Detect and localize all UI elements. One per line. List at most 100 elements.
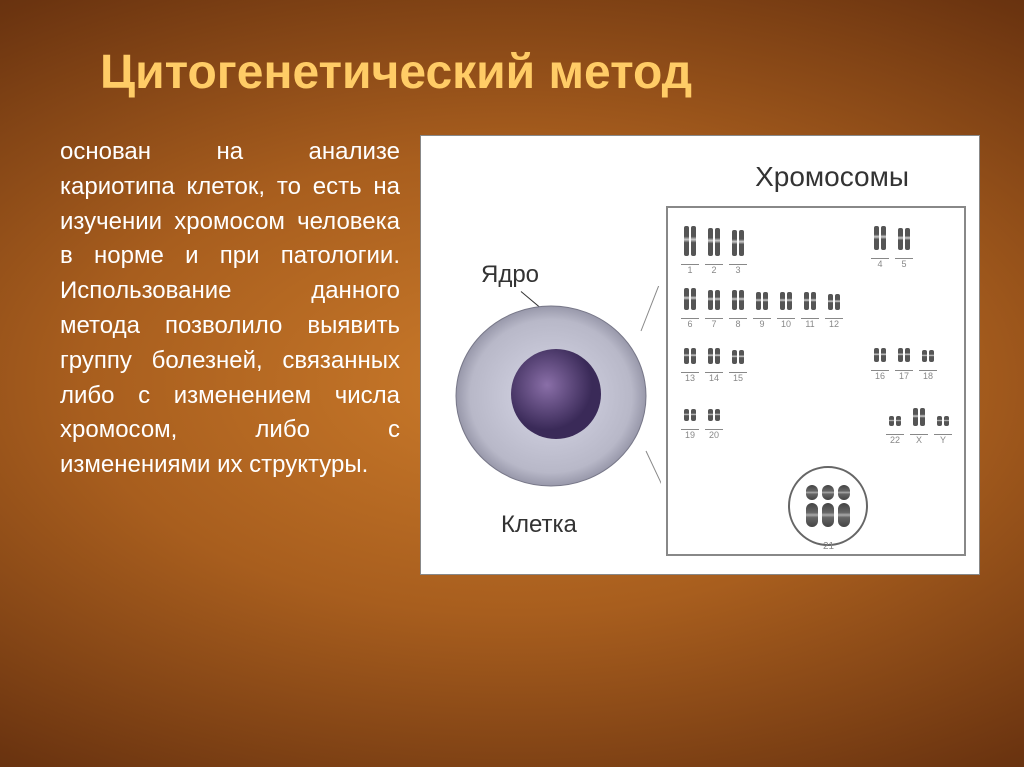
karyotype-grid: 123456789101112131415161718192022XY21 (666, 206, 966, 556)
chromosome-number: Y (934, 434, 952, 445)
chromosome-number: 7 (705, 318, 723, 329)
karyotype-figure: Хромосомы Ядро Клетка (420, 135, 980, 575)
chromosome-pair: 10 (777, 292, 795, 329)
chromosome-pair: 14 (705, 348, 723, 383)
chromosome-icon (732, 290, 737, 310)
slide-title: Цитогенетический метод (100, 45, 984, 100)
chromosome-pair: 11 (801, 292, 819, 329)
chromosome-number: 11 (801, 318, 819, 329)
chromosome-icon (881, 348, 886, 362)
chromosome-icon (715, 290, 720, 310)
chromosome-icon (835, 294, 840, 310)
chromosome-number: 5 (895, 258, 913, 269)
karyotype-row: 16 17 18 (868, 348, 940, 381)
chromosome-icon (739, 230, 744, 256)
zoom-chromosome-icon (806, 485, 818, 527)
zoom-label: 21 (823, 541, 834, 552)
chromosome-icon (811, 292, 816, 310)
chromosome-icon (889, 416, 894, 426)
chromosome-pair: X (910, 408, 928, 445)
chromosome-icon (739, 290, 744, 310)
chromosome-icon (708, 290, 713, 310)
chromosome-icon (780, 292, 785, 310)
chromosome-pair: 8 (729, 290, 747, 329)
chromosome-icon (937, 416, 942, 426)
chromosome-icon (898, 348, 903, 362)
chromosome-pair: 15 (729, 350, 747, 383)
chromosome-number: 6 (681, 318, 699, 329)
chromosome-pair: 16 (871, 348, 889, 381)
chromosome-pair: 18 (919, 349, 937, 381)
chromosome-number: 3 (729, 264, 747, 275)
chromosome-pair: 6 (681, 288, 699, 329)
chromosome-pair: 20 (705, 408, 723, 440)
chromosome-number: 16 (871, 370, 889, 381)
chromosome-pair: 12 (825, 294, 843, 329)
nucleus-label: Ядро (481, 261, 539, 289)
chromosome-icon (732, 230, 737, 256)
chromosome-number: 12 (825, 318, 843, 329)
karyotype-row: 1920 (678, 408, 726, 440)
chromosome-icon (913, 408, 918, 426)
chromosome-pair: 7 (705, 290, 723, 329)
content-row: основан на анализе кариотипа клеток, то … (60, 135, 984, 727)
chromosome-icon (715, 228, 720, 256)
chromosome-number: 4 (871, 258, 889, 269)
chromosome-number: 2 (705, 264, 723, 275)
body-text: основан на анализе кариотипа клеток, то … (60, 135, 400, 727)
zoom-chromosome-icon (838, 485, 850, 527)
chromosome-number: X (910, 434, 928, 445)
chromosome-icon (739, 350, 744, 364)
chromosome-icon (763, 292, 768, 310)
chromosome-icon (708, 348, 713, 364)
chromosome-icon (691, 348, 696, 364)
chromosome-icon (684, 288, 689, 310)
chromosome-number: 19 (681, 429, 699, 440)
chromosome-number: 15 (729, 372, 747, 383)
karyotype-row: 45 (868, 226, 916, 269)
chromosome-icon (787, 292, 792, 310)
chromosome-number: 10 (777, 318, 795, 329)
karyotype-row: 13 14 15 (678, 348, 750, 383)
chromosome-number: 14 (705, 372, 723, 383)
chromosome-icon (691, 409, 696, 421)
chromosome-icon (732, 350, 737, 364)
chromosome-number: 13 (681, 372, 699, 383)
chromosome-icon (684, 409, 689, 421)
chromosome-icon (828, 294, 833, 310)
chromosome-pair: 22 (886, 413, 904, 445)
chromosome-pair: 5 (895, 228, 913, 269)
chromosome-icon (684, 226, 689, 256)
chromosome-icon (874, 348, 879, 362)
chromosome-pair: 3 (729, 230, 747, 275)
chromosomes-title: Хромосомы (755, 161, 909, 193)
chromosome-icon (881, 226, 886, 250)
chromosome-icon (715, 409, 720, 421)
karyotype-row: 6789 10 11 12 (678, 288, 846, 329)
cell-icon (441, 286, 661, 506)
chromosome-number: 22 (886, 434, 904, 445)
chromosome-icon (905, 228, 910, 250)
chromosome-pair: 9 (753, 292, 771, 329)
chromosome-number: 8 (729, 318, 747, 329)
chromosome-pair: Y (934, 413, 952, 445)
chromosome-pair: 13 (681, 348, 699, 383)
cell-label: Клетка (501, 511, 577, 539)
chromosome-number: 18 (919, 370, 937, 381)
chromosome-icon (896, 416, 901, 426)
chromosome-icon (944, 416, 949, 426)
chromosome-icon (920, 408, 925, 426)
karyotype-row: 22 XY (883, 408, 955, 445)
chromosome-pair: 1 (681, 226, 699, 275)
karyotype-row: 123 (678, 226, 750, 275)
chromosome-number: 9 (753, 318, 771, 329)
chromosome-icon (874, 226, 879, 250)
chromosome-number: 17 (895, 370, 913, 381)
chromosome-icon (684, 348, 689, 364)
chromosome-pair: 17 (895, 348, 913, 381)
chromosome-icon (905, 348, 910, 362)
chromosome-number: 1 (681, 264, 699, 275)
zoom-circle (788, 466, 868, 546)
zoom-chromosome-icon (822, 485, 834, 527)
chromosome-icon (922, 350, 927, 362)
